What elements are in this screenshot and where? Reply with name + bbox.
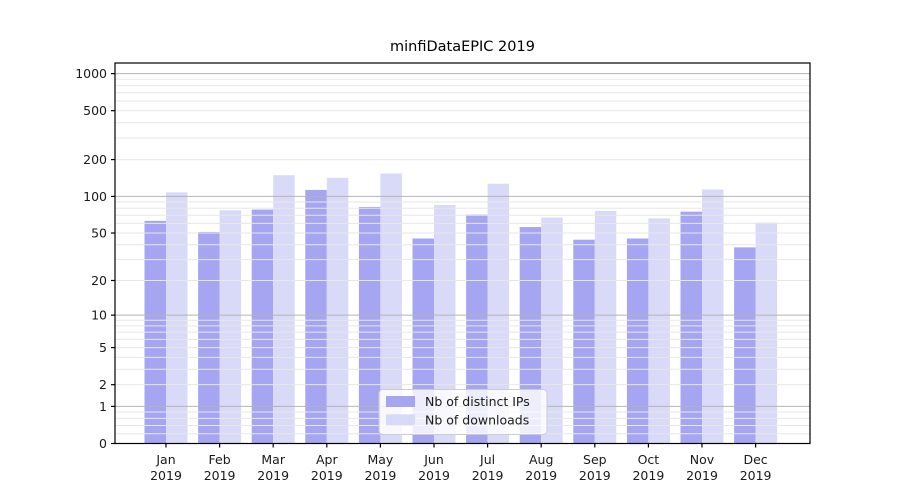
bar-downloads [541, 217, 563, 444]
chart-title: minfiDataEPIC 2019 [390, 39, 535, 55]
x-axis-month-label: Oct [638, 452, 660, 467]
y-axis-tick-label: 2 [99, 377, 107, 392]
legend-swatch-distinct-ips [386, 396, 415, 407]
x-axis-month-label: Mar [261, 452, 285, 467]
x-axis-month-label: Nov [690, 452, 715, 467]
x-axis-year-label: 2019 [632, 468, 664, 483]
x-axis-year-label: 2019 [686, 468, 718, 483]
bar-downloads [487, 183, 510, 444]
y-axis-tick-label: 500 [83, 103, 107, 118]
bar-downloads [219, 210, 242, 444]
y-axis-tick-label: 50 [91, 226, 107, 241]
legend-label-downloads: Nb of downloads [425, 412, 529, 427]
bar-downloads [755, 222, 778, 444]
x-axis-month-label: Jan [155, 452, 175, 467]
x-axis-year-label: 2019 [364, 468, 396, 483]
x-axis-month-label: May [367, 452, 393, 467]
bar-downloads [594, 210, 617, 444]
bar-distinct-ips [573, 239, 595, 444]
bar-downloads [273, 175, 295, 444]
bar-distinct-ips [680, 211, 702, 444]
legend-label-distinct-ips: Nb of distinct IPs [425, 394, 530, 409]
plot-border [114, 62, 811, 445]
x-axis-month-label: Jul [479, 452, 495, 467]
bar-distinct-ips [305, 189, 327, 444]
bar-distinct-ips [626, 238, 649, 444]
x-axis-month-label: Aug [529, 452, 553, 467]
x-axis-month-label: Apr [316, 452, 338, 467]
x-axis-year-label: 2019 [525, 468, 557, 483]
bar-distinct-ips [198, 231, 220, 444]
y-axis-tick-label: 20 [91, 273, 107, 288]
legend-swatch-downloads [386, 414, 415, 426]
bar-downloads [166, 192, 188, 444]
bar-downloads [648, 218, 670, 444]
x-axis-year-label: 2019 [579, 468, 611, 483]
y-axis-tick-label: 5 [99, 340, 107, 355]
x-axis-year-label: 2019 [257, 468, 289, 483]
bar-downloads [702, 189, 724, 444]
x-axis-month-label: Jun [423, 452, 444, 467]
legend [378, 389, 548, 435]
x-axis-year-label: 2019 [311, 468, 343, 483]
y-axis-tick-label: 100 [83, 189, 107, 204]
x-axis-month-label: Sep [583, 452, 607, 467]
y-axis-tick-label: 1 [99, 399, 107, 414]
bar-downloads [380, 173, 402, 444]
y-axis-tick-label: 0 [99, 436, 107, 451]
x-axis-month-label: Feb [209, 452, 231, 467]
x-axis-year-label: 2019 [150, 468, 182, 483]
bar-downloads [326, 177, 349, 444]
bar-distinct-ips [734, 247, 756, 444]
x-axis-year-label: 2019 [472, 468, 504, 483]
x-axis-year-label: 2019 [740, 468, 772, 483]
bar-distinct-ips [358, 206, 381, 444]
x-axis-month-label: Dec [743, 452, 767, 467]
x-axis-year-label: 2019 [204, 468, 236, 483]
y-axis-tick-label: 200 [83, 152, 107, 167]
x-axis-year-label: 2019 [418, 468, 450, 483]
y-axis-tick-label: 1000 [75, 66, 107, 81]
bar-distinct-ips [466, 214, 488, 444]
y-axis-tick-label: 10 [91, 308, 107, 323]
bar-downloads [434, 205, 456, 444]
